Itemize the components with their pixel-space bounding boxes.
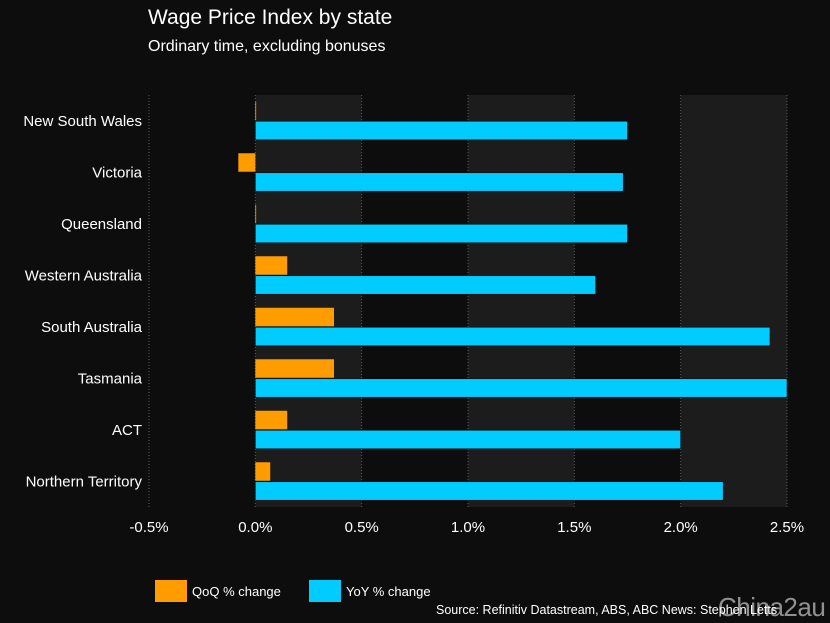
category-label: South Australia	[41, 319, 143, 336]
qoq-bar-western-australia	[255, 256, 288, 275]
yoy-bar-act	[255, 429, 681, 450]
legend-swatch	[155, 580, 187, 602]
category-label: Western Australia	[25, 267, 143, 284]
yoy-bar-queensland	[255, 223, 628, 244]
x-tick-label: 0.0%	[238, 519, 272, 536]
qoq-bar-northern-territory	[255, 462, 271, 481]
x-tick-label: 1.0%	[451, 519, 485, 536]
legend: QoQ % change YoY % change	[155, 580, 431, 602]
category-label: Victoria	[92, 164, 142, 181]
qoq-bar-tasmania	[255, 359, 335, 378]
qoq-bar-new-south-wales	[255, 101, 257, 121]
legend-label: QoQ % change	[192, 584, 281, 599]
qoq-bar-queensland	[255, 204, 257, 224]
yoy-bar-south-australia	[255, 326, 771, 347]
x-tick-labels: -0.5% 0.0% 0.5% 1.0% 1.5% 2.0% 2.5%	[129, 519, 804, 536]
bars	[238, 101, 788, 501]
x-tick-label: -0.5%	[129, 519, 168, 536]
category-label: Tasmania	[78, 370, 143, 387]
x-tick-label: 0.5%	[345, 519, 379, 536]
watermark: China2au	[718, 592, 826, 622]
source-note: Source: Refinitiv Datastream, ABS, ABC N…	[436, 603, 778, 617]
category-label: ACT	[112, 422, 142, 439]
x-tick-label: 1.5%	[557, 519, 591, 536]
chart-title: Wage Price Index by state	[148, 6, 393, 29]
legend-swatch	[309, 580, 341, 602]
legend-label: YoY % change	[346, 584, 431, 599]
x-tick-label: 2.0%	[664, 519, 698, 536]
chart-subtitle: Ordinary time, excluding bonuses	[148, 38, 386, 55]
yoy-bar-northern-territory	[255, 481, 724, 501]
qoq-bar-south-australia	[255, 307, 335, 327]
x-tick-label: 2.5%	[770, 519, 804, 536]
yoy-bar-western-australia	[255, 275, 596, 295]
category-label: Queensland	[61, 216, 142, 233]
qoq-bar-victoria	[238, 153, 256, 172]
category-label: New South Wales	[23, 113, 142, 130]
qoq-bar-act	[255, 410, 288, 430]
yoy-bar-tasmania	[255, 378, 788, 398]
category-label: Northern Territory	[26, 473, 143, 490]
yoy-bar-new-south-wales	[255, 120, 628, 141]
yoy-bar-victoria	[255, 172, 624, 192]
category-labels: New South Wales Victoria Queensland Western…	[23, 113, 142, 491]
background-band	[680, 95, 787, 507]
